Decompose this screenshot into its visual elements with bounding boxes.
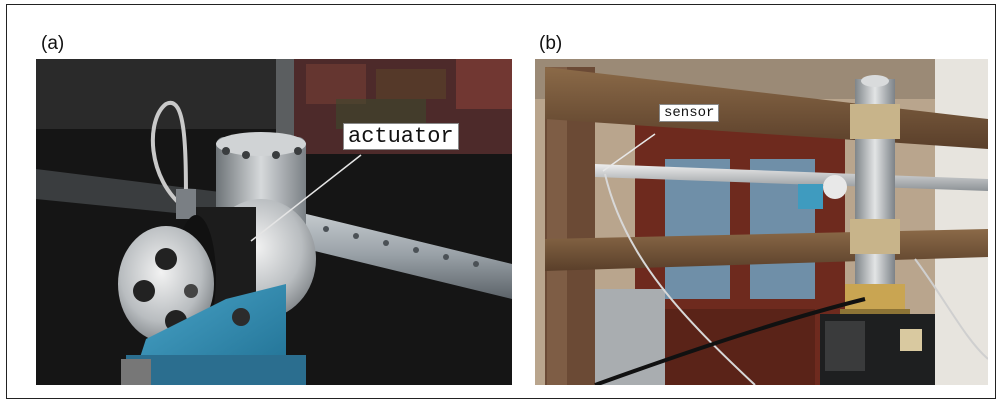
actuator-callout: actuator bbox=[343, 123, 459, 151]
panel-b-photo bbox=[535, 59, 988, 385]
panel-a-photo bbox=[36, 59, 512, 385]
sensor-photo-image bbox=[535, 59, 988, 385]
actuator-photo-image bbox=[36, 59, 512, 385]
panel-b-label: (b) bbox=[539, 33, 563, 54]
figure-frame: (a) bbox=[6, 4, 996, 399]
panel-a-label: (a) bbox=[41, 33, 65, 54]
sensor-callout: sensor bbox=[659, 104, 720, 123]
